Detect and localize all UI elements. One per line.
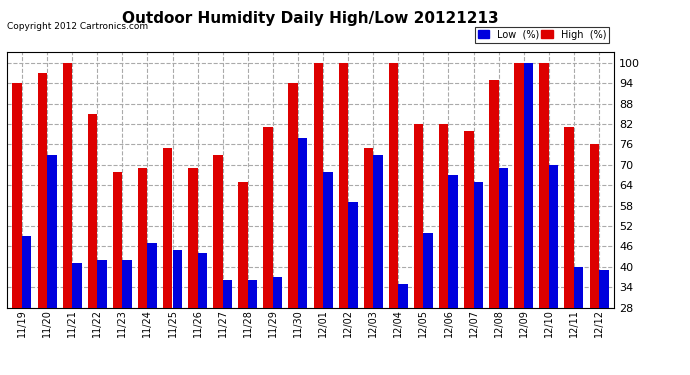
Bar [122,260,132,375]
Bar [348,202,357,375]
Bar [473,182,483,375]
Bar [448,175,458,375]
Bar [172,250,182,375]
Bar [464,131,473,375]
Bar [564,127,574,375]
Bar [323,171,333,375]
Bar [298,138,308,375]
Bar [12,83,22,375]
Bar [112,171,122,375]
Legend: Low  (%), High  (%): Low (%), High (%) [475,27,609,43]
Bar [524,63,533,375]
Bar [138,168,148,375]
Bar [163,148,172,375]
Bar [88,114,97,375]
Bar [373,154,383,375]
Bar [489,80,499,375]
Bar [47,154,57,375]
Bar [188,168,197,375]
Bar [549,165,558,375]
Bar [313,63,323,375]
Bar [599,270,609,375]
Bar [248,280,257,375]
Bar [514,63,524,375]
Bar [388,63,398,375]
Bar [264,127,273,375]
Bar [339,63,348,375]
Bar [213,154,223,375]
Bar [197,253,207,375]
Bar [22,236,32,375]
Bar [589,144,599,375]
Bar [37,73,47,375]
Bar [72,263,81,375]
Bar [574,267,584,375]
Bar [540,63,549,375]
Bar [424,233,433,375]
Bar [97,260,107,375]
Bar [63,63,72,375]
Bar [414,124,424,375]
Text: Outdoor Humidity Daily High/Low 20121213: Outdoor Humidity Daily High/Low 20121213 [122,11,499,26]
Bar [148,243,157,375]
Bar [273,277,282,375]
Bar [398,284,408,375]
Text: Copyright 2012 Cartronics.com: Copyright 2012 Cartronics.com [7,22,148,31]
Bar [288,83,298,375]
Bar [439,124,449,375]
Bar [499,168,509,375]
Bar [223,280,233,375]
Bar [238,182,248,375]
Bar [364,148,373,375]
